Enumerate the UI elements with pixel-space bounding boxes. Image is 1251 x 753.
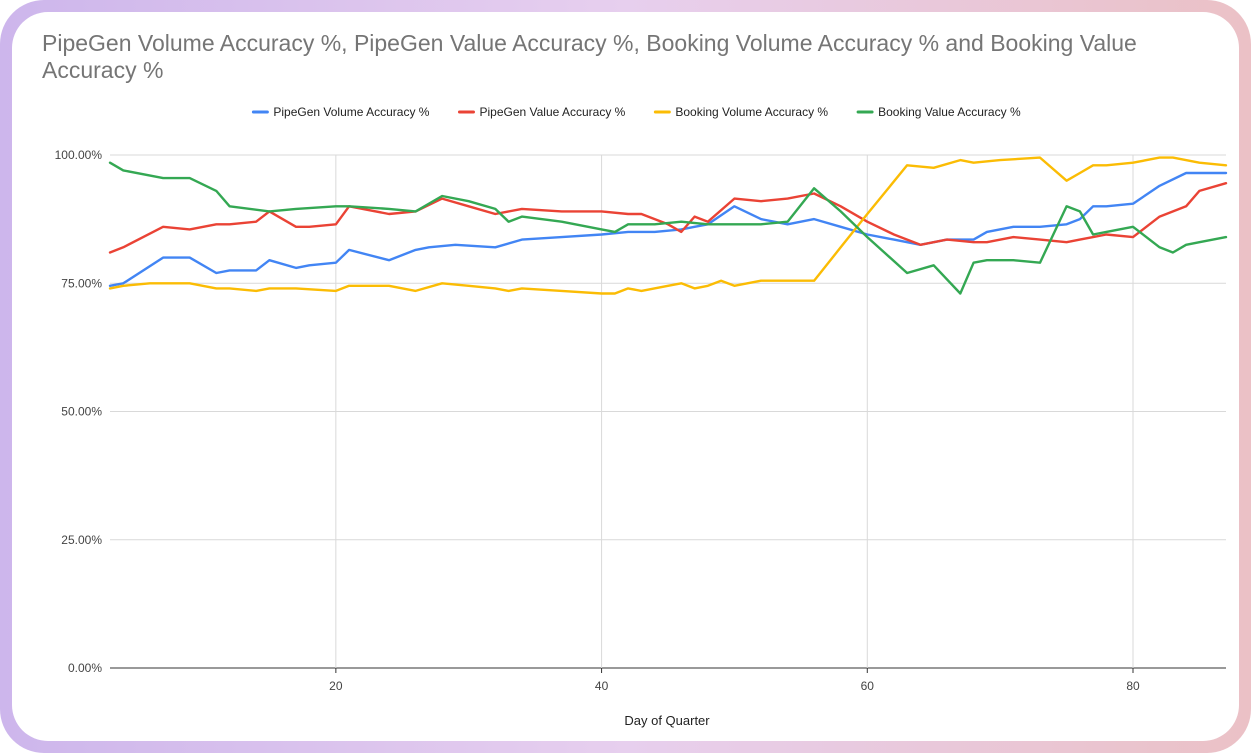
x-tick-label: 60 <box>861 679 875 693</box>
legend-item[interactable]: Booking Volume Accuracy % <box>653 105 828 119</box>
chart-card: PipeGen Volume Accuracy %, PipeGen Value… <box>12 12 1239 741</box>
x-axis-ticks: 20 40 60 80 <box>329 679 1140 693</box>
series-line <box>108 171 1228 287</box>
chart-title: PipeGen Volume Accuracy %, PipeGen Value… <box>42 30 1137 83</box>
y-tick-label: 75.00% <box>61 276 102 290</box>
legend-item[interactable]: PipeGen Volume Accuracy % <box>251 105 430 119</box>
y-axis-ticks: 0.00% 25.00% 50.00% 75.00% 100.00% <box>55 148 103 675</box>
legend-label: Booking Volume Accuracy % <box>675 105 828 119</box>
y-tick-label: 100.00% <box>55 148 103 162</box>
x-tick-label: 40 <box>595 679 609 693</box>
series-line <box>108 156 1228 295</box>
y-tick-label: 0.00% <box>68 661 102 675</box>
gridlines <box>110 154 1226 673</box>
y-tick-label: 50.00% <box>61 405 102 419</box>
x-axis-title: Day of Quarter <box>624 713 710 728</box>
legend-item[interactable]: PipeGen Value Accuracy % <box>457 105 626 119</box>
series-line <box>108 161 1228 295</box>
legend-item[interactable]: Booking Value Accuracy % <box>856 105 1021 119</box>
legend-label: PipeGen Value Accuracy % <box>479 105 625 119</box>
x-tick-label: 20 <box>329 679 343 693</box>
y-tick-label: 25.00% <box>61 533 102 547</box>
legend-label: Booking Value Accuracy % <box>878 105 1021 119</box>
series-line <box>108 181 1228 254</box>
legend-label: PipeGen Volume Accuracy % <box>273 105 429 119</box>
x-tick-label: 80 <box>1126 679 1140 693</box>
series-lines <box>108 156 1228 295</box>
legend: PipeGen Volume Accuracy % PipeGen Value A… <box>251 105 1021 119</box>
